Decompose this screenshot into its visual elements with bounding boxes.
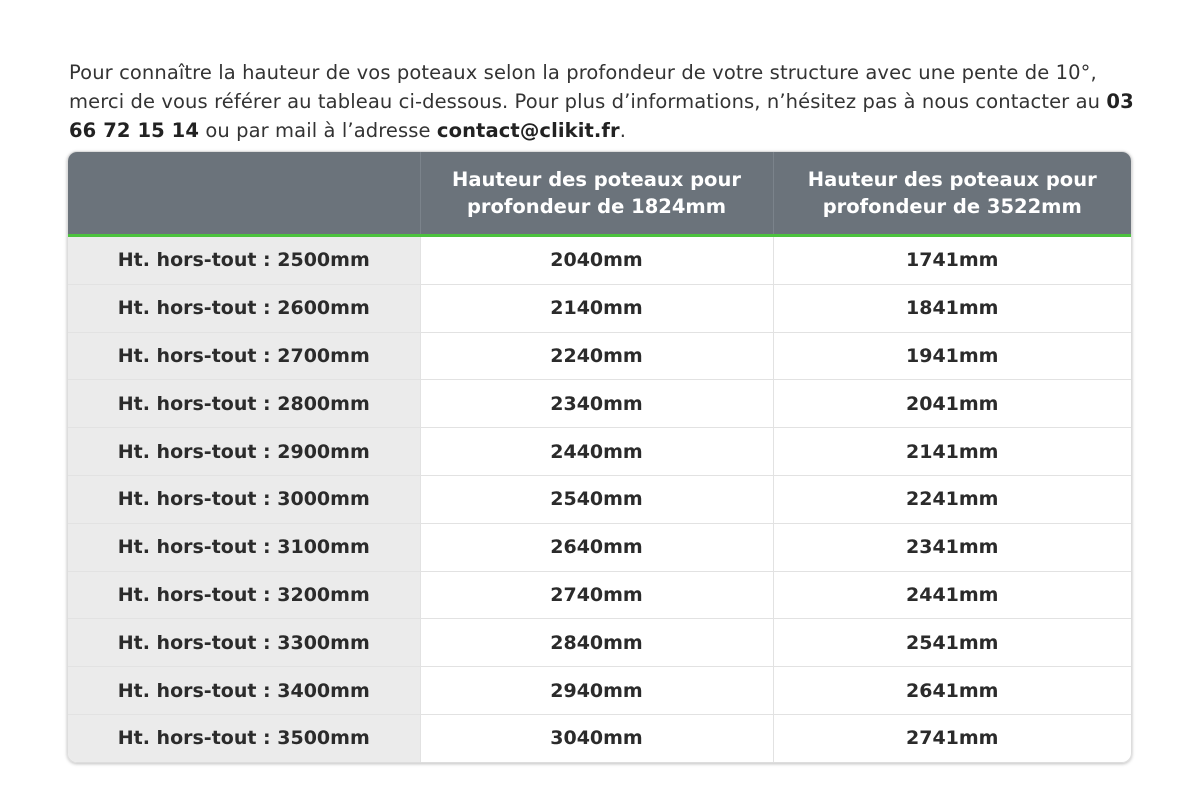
row-overall-height: Ht. hors-tout : 2500mm <box>68 235 420 285</box>
cell-height-3522: 2641mm <box>772 666 1131 715</box>
row-overall-height: Ht. hors-tout : 2700mm <box>68 331 420 380</box>
cell-height-3522: 1941mm <box>772 331 1131 380</box>
row-overall-height: Ht. hors-tout : 3300mm <box>68 618 420 667</box>
table-row: Ht. hors-tout : 3300mm 2840mm 2541mm <box>68 618 1131 667</box>
table-row: Ht. hors-tout : 2600mm 2140mm 1841mm <box>68 283 1131 333</box>
header-depth-3522: Hauteur des poteaux pour profondeur de 3… <box>772 152 1131 237</box>
cell-height-1824: 2740mm <box>419 570 773 619</box>
table-row: Ht. hors-tout : 2900mm 2440mm 2141mm <box>68 427 1131 476</box>
cell-height-1824: 2640mm <box>419 522 773 572</box>
row-overall-height: Ht. hors-tout : 2800mm <box>68 379 420 428</box>
cell-height-3522: 2741mm <box>772 713 1131 762</box>
row-overall-height: Ht. hors-tout : 2600mm <box>68 283 420 333</box>
cell-height-3522: 2341mm <box>772 522 1131 572</box>
cell-height-3522: 2241mm <box>772 474 1131 524</box>
header-empty <box>68 152 420 237</box>
table-row: Ht. hors-tout : 3100mm 2640mm 2341mm <box>68 522 1131 572</box>
table-row: Ht. hors-tout : 3400mm 2940mm 2641mm <box>68 666 1131 715</box>
height-table: Hauteur des poteaux pour profondeur de 1… <box>67 151 1132 763</box>
email-address[interactable]: contact@clikit.fr <box>436 118 620 142</box>
row-overall-height: Ht. hors-tout : 3000mm <box>68 474 420 524</box>
table-row: Ht. hors-tout : 3500mm 3040mm 2741mm <box>68 713 1131 762</box>
table-row: Ht. hors-tout : 3200mm 2740mm 2441mm <box>68 570 1131 619</box>
cell-height-3522: 2141mm <box>772 427 1131 476</box>
cell-height-1824: 2540mm <box>419 474 773 524</box>
row-overall-height: Ht. hors-tout : 3100mm <box>68 522 420 572</box>
cell-height-1824: 3040mm <box>419 713 773 762</box>
cell-height-1824: 2040mm <box>419 235 773 285</box>
row-overall-height: Ht. hors-tout : 3500mm <box>68 713 420 762</box>
intro-text: Pour connaître la hauteur de vos poteaux… <box>69 60 1107 113</box>
cell-height-1824: 2240mm <box>419 331 773 380</box>
intro-text-middle: ou par mail à l’adresse <box>199 118 437 142</box>
header-depth-1824: Hauteur des poteaux pour profondeur de 1… <box>419 152 773 237</box>
cell-height-1824: 2140mm <box>419 283 773 333</box>
row-overall-height: Ht. hors-tout : 3400mm <box>68 666 420 715</box>
cell-height-3522: 2041mm <box>772 379 1131 428</box>
intro-text-end: . <box>619 118 627 142</box>
cell-height-3522: 2541mm <box>772 618 1131 667</box>
table-header-row: Hauteur des poteaux pour profondeur de 1… <box>68 152 1131 237</box>
row-overall-height: Ht. hors-tout : 3200mm <box>68 570 420 619</box>
table-row: Ht. hors-tout : 2500mm 2040mm 1741mm <box>68 235 1131 285</box>
table-row: Ht. hors-tout : 2800mm 2340mm 2041mm <box>68 379 1131 428</box>
phone-number: 03 66 72 15 14 <box>69 89 1134 142</box>
cell-height-1824: 2840mm <box>419 618 773 667</box>
table-row: Ht. hors-tout : 3000mm 2540mm 2241mm <box>68 474 1131 524</box>
row-overall-height: Ht. hors-tout : 2900mm <box>68 427 420 476</box>
intro-paragraph: Pour connaître la hauteur de vos poteaux… <box>69 58 1149 145</box>
cell-height-1824: 2440mm <box>419 427 773 476</box>
cell-height-3522: 1741mm <box>772 235 1131 285</box>
cell-height-1824: 2340mm <box>419 379 773 428</box>
cell-height-1824: 2940mm <box>419 666 773 715</box>
cell-height-3522: 2441mm <box>772 570 1131 619</box>
table-row: Ht. hors-tout : 2700mm 2240mm 1941mm <box>68 331 1131 380</box>
cell-height-3522: 1841mm <box>772 283 1131 333</box>
